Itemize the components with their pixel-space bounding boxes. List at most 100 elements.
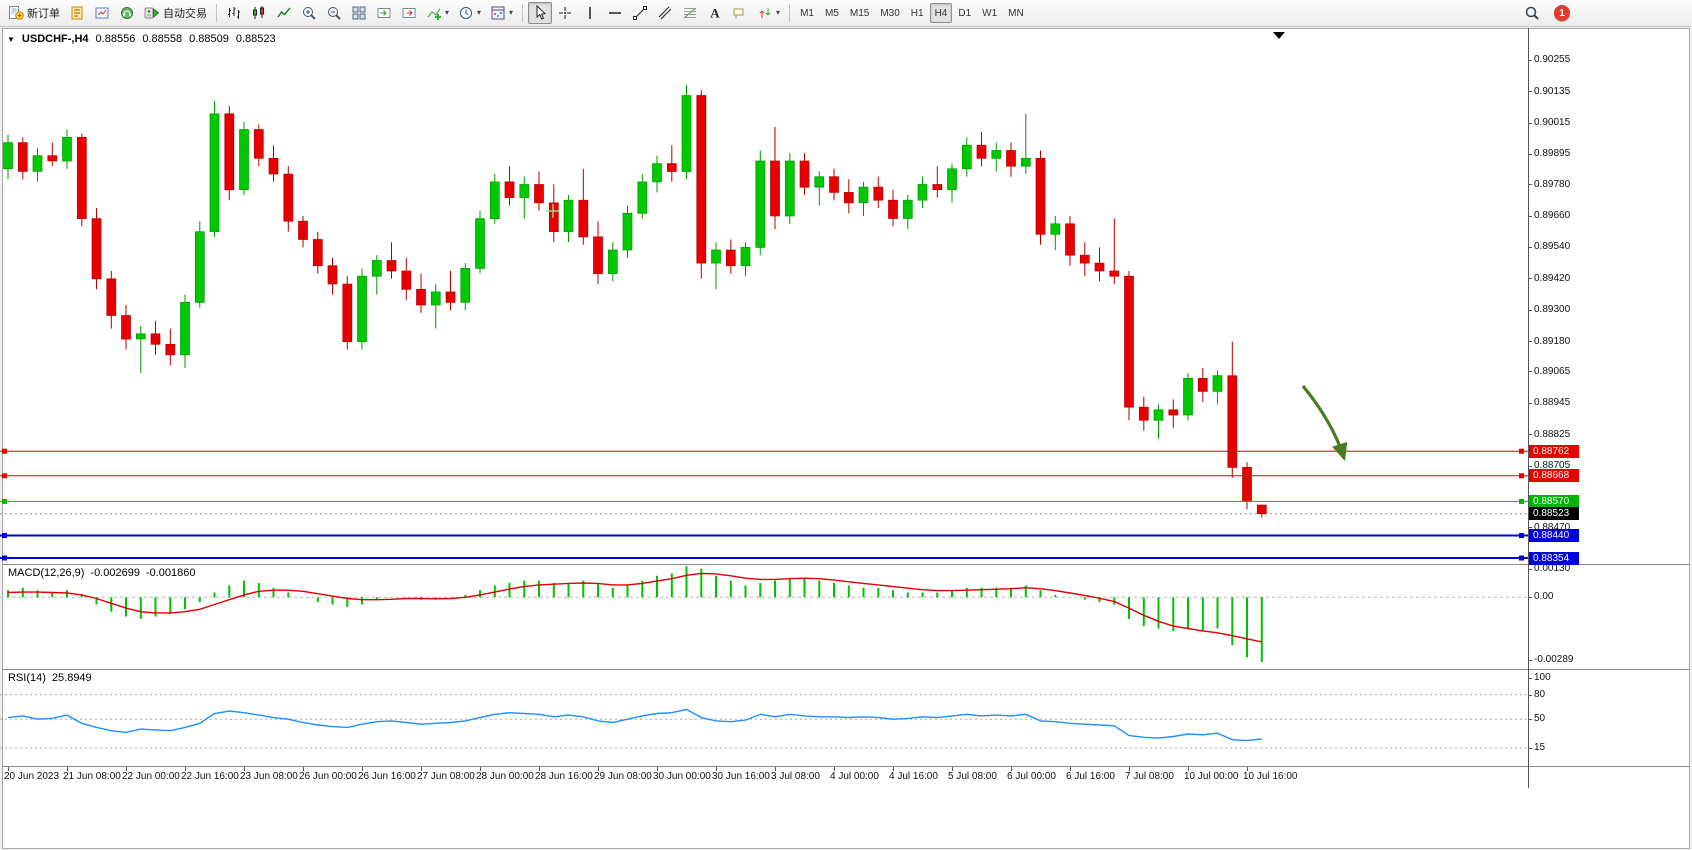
timeframe-h1-button[interactable]: H1 xyxy=(906,3,929,23)
rsi-line xyxy=(7,708,1262,742)
candle xyxy=(47,155,58,162)
macd-panel[interactable] xyxy=(0,565,1528,668)
chevron-down-icon: ▾ xyxy=(477,8,482,17)
timeframe-w1-button[interactable]: W1 xyxy=(977,3,1002,23)
search-button[interactable] xyxy=(1520,2,1544,24)
timeframe-m5-button[interactable]: M5 xyxy=(820,3,844,23)
candle xyxy=(460,267,471,303)
market-watch-button[interactable] xyxy=(65,2,89,24)
candle xyxy=(1227,375,1238,468)
line-handle[interactable] xyxy=(1519,555,1524,561)
trendline-icon xyxy=(632,5,648,21)
chart-title: ▼ USDCHF-,H4 0.88556 0.88558 0.88509 0.8… xyxy=(7,33,276,45)
candle xyxy=(194,231,205,303)
candle xyxy=(666,163,677,172)
line-handle[interactable] xyxy=(1519,498,1524,504)
macd-signal-value: -0.001860 xyxy=(145,567,196,579)
tile-windows-button[interactable] xyxy=(347,2,371,24)
line-handle[interactable] xyxy=(1519,473,1524,479)
candle xyxy=(1079,254,1090,264)
candle xyxy=(165,343,176,356)
chart-shift-marker[interactable] xyxy=(1273,32,1285,39)
chart-shift-icon xyxy=(401,5,417,21)
zoom-out-button[interactable] xyxy=(322,2,346,24)
new-order-icon xyxy=(8,5,24,21)
equidistant-channel-button[interactable] xyxy=(653,2,677,24)
panel-separator[interactable] xyxy=(2,564,1690,565)
line-chart-button[interactable] xyxy=(272,2,296,24)
timeframe-m15-button[interactable]: M15 xyxy=(845,3,874,23)
line-handle[interactable] xyxy=(2,533,7,538)
timeframe-mn-button[interactable]: MN xyxy=(1003,3,1029,23)
periods-button[interactable]: ▾ xyxy=(454,2,485,24)
autotrading-button[interactable]: 自动交易 xyxy=(140,2,211,24)
chart-shift-button[interactable] xyxy=(397,2,421,24)
crosshair-marker xyxy=(546,204,560,218)
text-label-icon xyxy=(732,5,748,21)
macd-main-value: -0.002699 xyxy=(90,567,140,579)
candle xyxy=(622,212,633,251)
timeframe-h4-button[interactable]: H4 xyxy=(929,3,953,23)
notification-badge[interactable]: 1 xyxy=(1554,5,1570,21)
candle xyxy=(534,184,544,204)
chart-window-icon xyxy=(94,5,110,21)
candle xyxy=(961,144,972,170)
line-chart-icon xyxy=(276,5,292,21)
line-handle[interactable] xyxy=(2,448,7,454)
chart-area[interactable] xyxy=(2,28,1690,849)
line-handle[interactable] xyxy=(1519,448,1524,454)
candle xyxy=(445,291,456,303)
panel-separator xyxy=(2,766,1690,767)
line-handle[interactable] xyxy=(2,498,7,504)
line-handle[interactable] xyxy=(1519,533,1524,538)
new-order-button[interactable]: 新订单 xyxy=(4,2,64,24)
chart-window-button[interactable] xyxy=(90,2,114,24)
main-price-chart[interactable] xyxy=(0,30,1528,563)
templates-button[interactable]: ▾ xyxy=(486,2,517,24)
text-label-button[interactable] xyxy=(728,2,752,24)
line-handle[interactable] xyxy=(2,555,7,561)
vertical-line-button[interactable] xyxy=(578,2,602,24)
candle xyxy=(1197,377,1208,392)
candle xyxy=(814,176,825,188)
candle xyxy=(548,202,559,233)
bars-chart-button[interactable] xyxy=(222,2,246,24)
timeframe-d1-button[interactable]: D1 xyxy=(953,3,976,23)
candle xyxy=(711,249,721,264)
candle xyxy=(1138,406,1149,421)
auto-scroll-button[interactable] xyxy=(372,2,396,24)
timeframe-m1-button[interactable]: M1 xyxy=(795,3,819,23)
panel-separator[interactable] xyxy=(2,669,1690,670)
rsi-panel[interactable] xyxy=(0,670,1528,766)
candle xyxy=(371,260,382,277)
new-order-label: 新订单 xyxy=(27,8,60,20)
trendline-button[interactable] xyxy=(628,2,652,24)
close-value: 0.88523 xyxy=(235,33,276,45)
candlestick-chart-button[interactable] xyxy=(247,2,271,24)
crosshair-button[interactable] xyxy=(553,2,577,24)
candle xyxy=(770,160,780,217)
vertical-line-icon xyxy=(582,5,598,21)
toolbar-separator xyxy=(789,4,791,22)
toolbar-separator xyxy=(216,4,217,22)
text-button[interactable]: A xyxy=(703,2,727,24)
arrow-annotation[interactable] xyxy=(1301,384,1348,462)
indicators-button[interactable]: ▾ xyxy=(422,2,453,24)
zoom-in-button[interactable] xyxy=(297,2,321,24)
macd-signal-line xyxy=(7,572,1262,643)
line-handle[interactable] xyxy=(2,473,7,479)
candle xyxy=(430,291,441,306)
timeframe-m30-button[interactable]: M30 xyxy=(875,3,904,23)
cursor-button[interactable] xyxy=(528,2,553,24)
chevron-down-icon: ▾ xyxy=(776,8,781,17)
collapse-arrow-icon[interactable]: ▼ xyxy=(7,34,15,44)
support-button[interactable] xyxy=(115,2,139,24)
candle xyxy=(91,218,102,280)
arrows-button[interactable]: ▾ xyxy=(753,2,784,24)
fibonacci-button[interactable] xyxy=(678,2,702,24)
zoom-out-icon xyxy=(326,5,342,21)
horizontal-line-button[interactable] xyxy=(603,2,627,24)
bars-chart-icon xyxy=(226,5,242,21)
tile-windows-icon xyxy=(351,5,367,21)
candle xyxy=(519,184,530,198)
